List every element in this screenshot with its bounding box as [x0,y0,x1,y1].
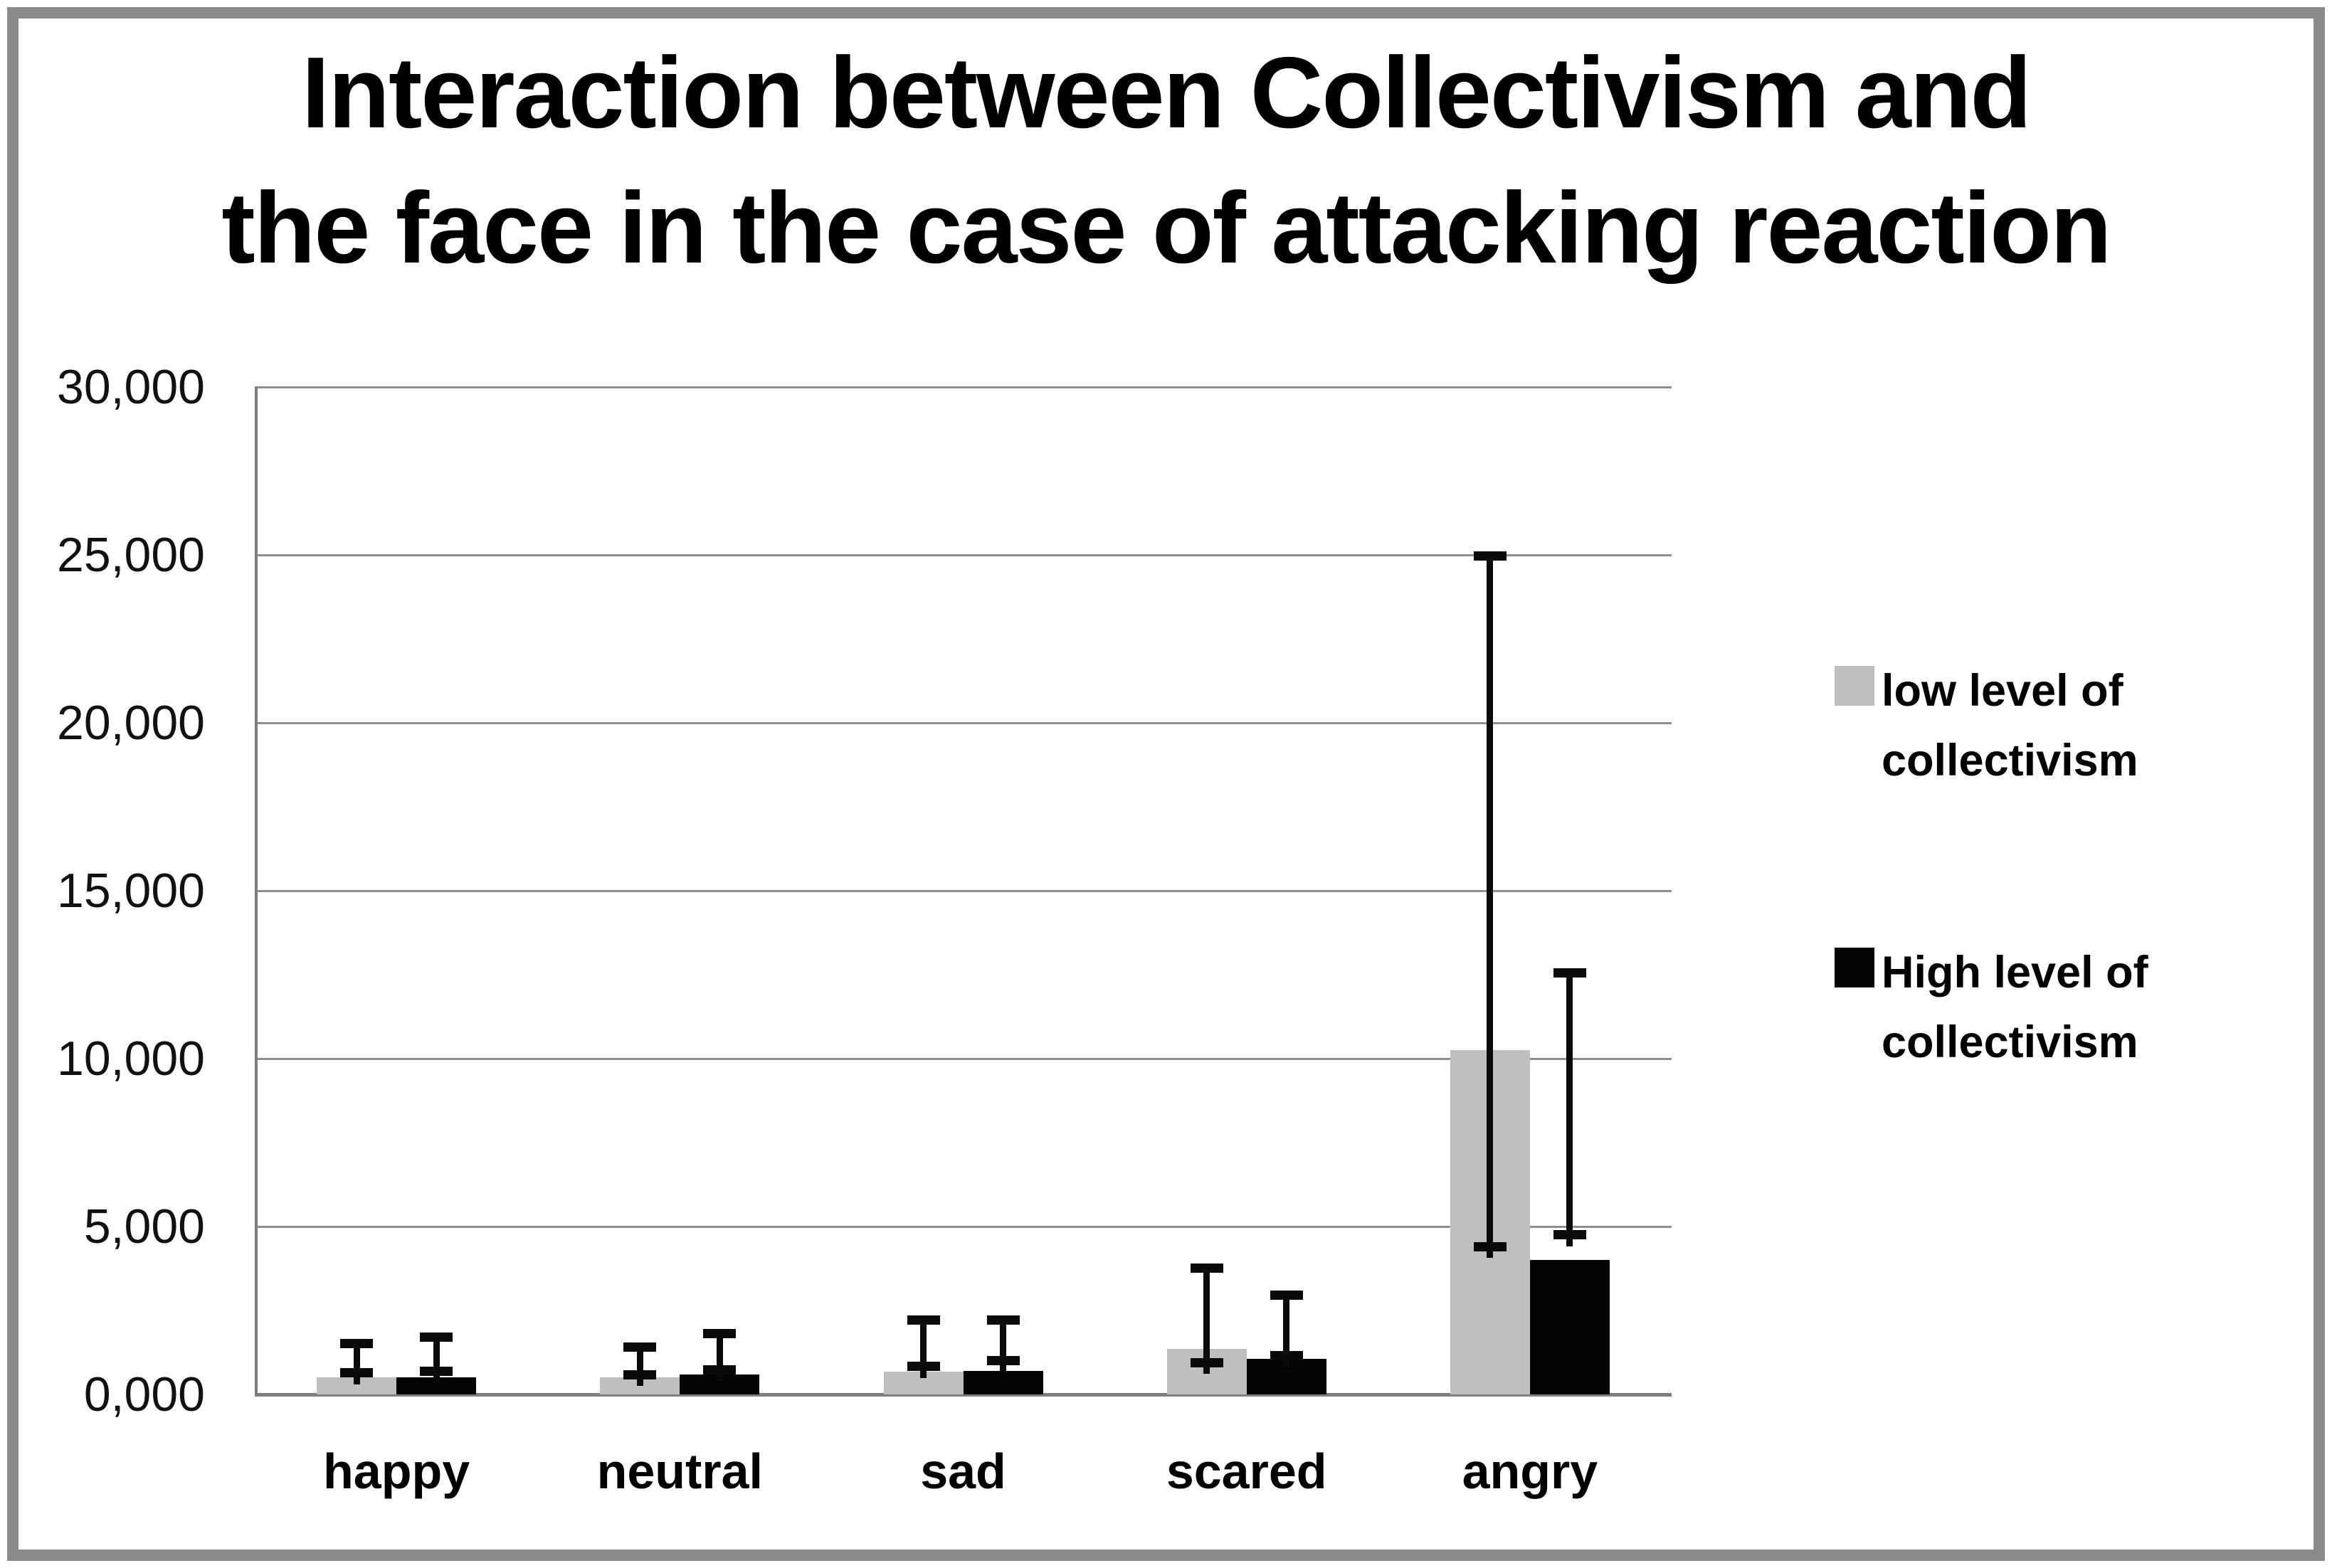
x-axis-line [255,1393,1672,1397]
legend-label-high-line2: collectivism [1882,1017,2138,1067]
error-whisker-low-happy [353,1339,360,1384]
y-tick-label: 0,000 [83,1367,205,1421]
error-whisker-low-angry [1487,551,1494,1259]
error-cap-bottom-high-scared [1270,1351,1303,1361]
y-axis-line [255,387,258,1394]
bar-high-angry [1529,1260,1610,1394]
chart-title: Interaction between Collectivism and the… [0,26,2332,296]
legend-label-low-line1: low level of [1882,666,2123,716]
error-cap-top-low-scared [1190,1263,1223,1273]
y-tick-label: 10,000 [57,1032,205,1086]
legend-swatch-low-level [1835,666,1874,706]
gridline-20000 [255,721,1672,724]
x-axis-label-happy: happy [323,1443,470,1499]
error-cap-bottom-low-angry [1473,1241,1507,1251]
error-whisker-high-sad [1000,1315,1006,1372]
error-cap-bottom-low-scared [1190,1357,1223,1367]
figure-border [7,7,2325,1561]
y-tick-label: 20,000 [57,696,205,750]
gridline-25000 [255,553,1672,556]
legend-swatch-high-level [1835,948,1874,987]
legend-label-low-line2: collectivism [1882,736,2138,785]
error-cap-bottom-high-angry [1553,1230,1586,1240]
legend-label-high-level: High level of collectivism [1882,938,2148,1077]
error-whisker-low-neutral [636,1342,643,1387]
error-cap-bottom-high-neutral [703,1365,737,1374]
bar-low-happy [317,1377,397,1394]
legend-item-low-level: low level of collectivism [1835,656,2138,795]
error-cap-bottom-high-happy [420,1367,453,1377]
error-cap-top-low-sad [907,1315,940,1325]
error-cap-top-low-neutral [623,1342,657,1352]
error-cap-bottom-low-happy [340,1368,374,1378]
error-cap-top-high-happy [420,1332,453,1342]
x-axis-label-angry: angry [1462,1443,1598,1499]
gridline-15000 [255,889,1672,892]
chart-title-line2: the face in the case of attacking reacti… [221,171,2111,285]
x-axis-label-sad: sad [920,1443,1006,1499]
error-cap-top-high-scared [1270,1290,1303,1300]
gridline-10000 [255,1057,1672,1060]
x-axis-label-scared: scared [1166,1443,1327,1499]
x-axis-label-neutral: neutral [596,1443,763,1499]
error-cap-top-high-angry [1553,968,1586,978]
error-cap-top-low-happy [340,1339,374,1349]
error-whisker-high-neutral [716,1328,723,1382]
chart-title-line1: Interaction between Collectivism and [301,36,2032,149]
legend-item-high-level: High level of collectivism [1835,938,2148,1077]
error-whisker-high-happy [433,1332,440,1383]
y-tick-label: 25,000 [57,528,205,582]
y-tick-label: 30,000 [57,360,205,414]
error-whisker-low-sad [920,1315,927,1378]
legend-label-high-line1: High level of [1882,948,2148,997]
error-cap-bottom-low-neutral [623,1370,657,1379]
error-cap-bottom-high-sad [986,1356,1020,1366]
error-cap-top-high-sad [986,1315,1020,1325]
error-cap-top-high-neutral [703,1328,737,1338]
error-whisker-high-scared [1283,1290,1290,1367]
bar-high-happy [396,1377,477,1394]
error-cap-top-low-angry [1473,551,1507,561]
gridline-5000 [255,1225,1672,1228]
gridline-30000 [255,386,1672,388]
error-whisker-low-scared [1203,1263,1210,1374]
error-cap-bottom-low-sad [907,1362,940,1372]
error-whisker-high-angry [1566,968,1573,1246]
bar-low-neutral [600,1377,680,1394]
bar-high-sad [963,1370,1043,1394]
y-tick-label: 15,000 [57,864,205,918]
y-tick-label: 5,000 [83,1199,205,1254]
legend-label-low-level: low level of collectivism [1882,656,2138,795]
